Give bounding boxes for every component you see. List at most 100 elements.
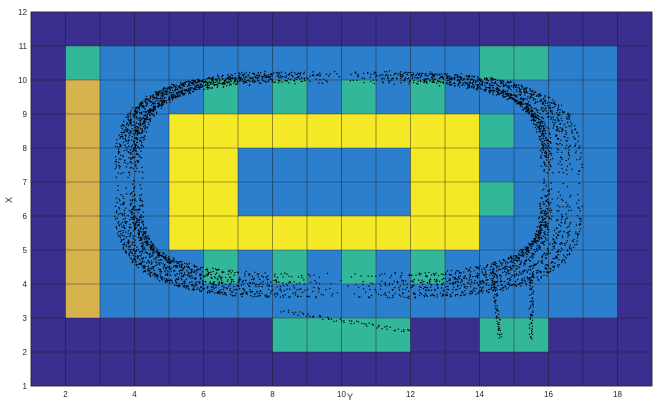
trajectory-point	[142, 139, 145, 141]
trajectory-point	[142, 123, 144, 125]
trajectory-point	[559, 127, 561, 129]
trajectory-point	[270, 281, 272, 283]
trajectory-point	[494, 282, 496, 284]
trajectory-point	[152, 255, 154, 257]
trajectory-point	[544, 224, 546, 226]
trajectory-point	[540, 210, 543, 212]
trajectory-point	[547, 253, 550, 255]
trajectory-point	[455, 293, 457, 296]
trajectory-point	[141, 260, 144, 263]
heatmap-cell	[238, 318, 273, 352]
trajectory-point	[165, 91, 167, 94]
trajectory-point	[503, 287, 505, 289]
trajectory-point	[175, 95, 178, 98]
trajectory-point	[129, 132, 131, 134]
trajectory-point	[123, 212, 126, 214]
trajectory-point	[120, 131, 123, 134]
trajectory-point	[566, 186, 569, 188]
trajectory-point	[546, 239, 548, 241]
trajectory-point	[381, 273, 383, 275]
trajectory-point	[568, 149, 570, 151]
trajectory-point	[166, 257, 168, 259]
trajectory-point	[538, 122, 540, 124]
trajectory-point	[564, 136, 566, 138]
trajectory-point	[230, 278, 233, 281]
trajectory-point	[560, 164, 563, 166]
trajectory-point	[124, 228, 126, 230]
trajectory-point	[139, 120, 141, 122]
trajectory-point	[141, 265, 143, 267]
trajectory-point	[454, 82, 456, 85]
trajectory-point	[142, 250, 144, 253]
trajectory-point	[115, 159, 117, 161]
trajectory-point	[580, 220, 582, 222]
trajectory-point	[370, 80, 372, 83]
trajectory-point	[500, 284, 503, 286]
trajectory-point	[544, 236, 546, 238]
trajectory-point	[151, 247, 153, 249]
trajectory-point	[307, 78, 309, 80]
trajectory-point	[525, 282, 527, 285]
trajectory-point	[298, 288, 300, 291]
trajectory-point	[555, 129, 557, 131]
trajectory-point	[363, 77, 365, 80]
trajectory-point	[514, 283, 516, 286]
trajectory-point	[506, 90, 509, 92]
trajectory-point	[526, 270, 528, 272]
trajectory-point	[541, 212, 543, 214]
trajectory-point	[145, 237, 147, 239]
trajectory-point	[558, 231, 560, 233]
trajectory-point	[411, 285, 413, 287]
trajectory-point	[138, 123, 140, 125]
trajectory-point	[315, 282, 317, 284]
trajectory-point	[256, 273, 258, 275]
trajectory-point	[513, 265, 515, 267]
trajectory-point	[503, 90, 505, 92]
trajectory-point	[141, 106, 143, 108]
trajectory-point	[477, 76, 479, 79]
trajectory-point	[505, 83, 507, 85]
trajectory-point	[443, 289, 445, 292]
trajectory-point	[310, 281, 312, 283]
trajectory-point	[235, 77, 237, 79]
trajectory-point	[171, 99, 174, 101]
trajectory-point	[534, 123, 536, 126]
trajectory-point	[494, 290, 497, 292]
trajectory-point	[529, 301, 531, 303]
trajectory-point	[440, 273, 443, 275]
trajectory-point	[416, 74, 418, 76]
trajectory-point	[562, 111, 564, 114]
trajectory-point	[368, 322, 370, 324]
trajectory-point	[257, 72, 259, 74]
trajectory-point	[120, 203, 122, 206]
trajectory-point	[309, 315, 311, 318]
trajectory-point	[500, 336, 503, 338]
trajectory-point	[246, 291, 248, 293]
trajectory-point	[194, 270, 196, 272]
trajectory-point	[343, 320, 345, 322]
heatmap-cell	[617, 216, 652, 250]
trajectory-point	[519, 250, 521, 252]
trajectory-point	[132, 115, 134, 117]
trajectory-point	[186, 274, 188, 276]
trajectory-point	[148, 254, 150, 256]
trajectory-point	[123, 235, 125, 237]
trajectory-point	[550, 182, 552, 184]
trajectory-point	[512, 261, 514, 264]
trajectory-point	[125, 166, 128, 168]
trajectory-point	[466, 83, 469, 85]
trajectory-point	[187, 87, 189, 90]
trajectory-point	[132, 209, 134, 211]
trajectory-point	[528, 112, 530, 115]
trajectory-point	[269, 76, 271, 79]
heatmap-cell	[617, 114, 652, 148]
trajectory-point	[182, 84, 184, 86]
trajectory-point	[485, 82, 487, 84]
trajectory-point	[144, 111, 147, 114]
trajectory-point	[522, 109, 524, 111]
trajectory-point	[132, 167, 134, 169]
trajectory-point	[541, 106, 543, 109]
trajectory-point	[132, 205, 134, 208]
trajectory-point	[453, 282, 455, 284]
